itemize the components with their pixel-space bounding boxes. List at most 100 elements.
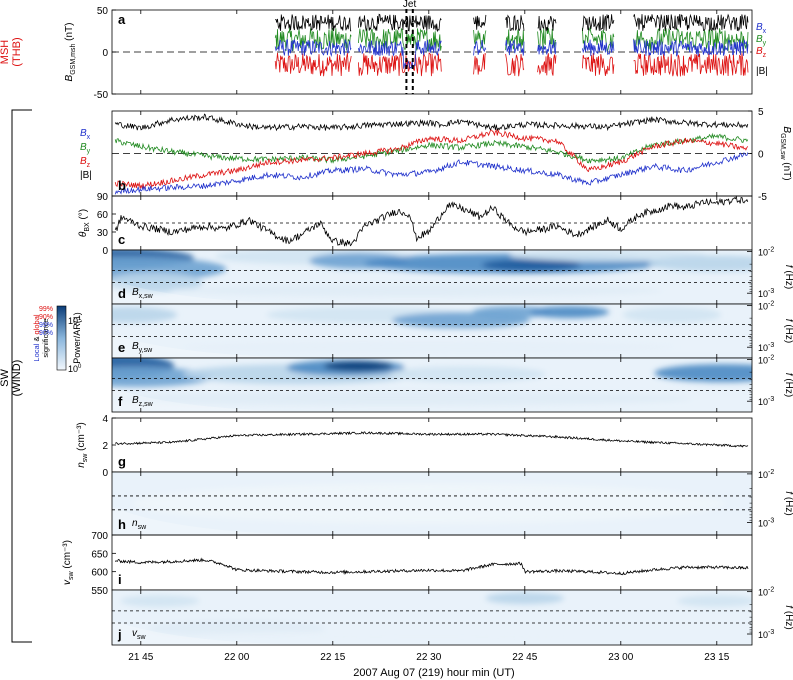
series-bz-line (582, 52, 615, 77)
series-density-line (114, 431, 749, 448)
spectrum-power-blob (112, 272, 203, 293)
f-tick-label: 10-2 (758, 247, 774, 258)
sig-red-90: 90% (39, 314, 53, 321)
spectrum-power-blob (485, 592, 565, 605)
panel-e-spectrum-by: e By,sw 10-2 10-3 f (Hz) (111, 301, 793, 359)
panel-letter-d: d (118, 286, 126, 301)
f-axis-label: f (Hz) (783, 319, 793, 343)
series-by-line (633, 28, 749, 52)
spectrum-power-blob (509, 250, 707, 262)
spectrum-blobs (112, 358, 752, 406)
y-tick-label: 0 (758, 150, 764, 161)
series-bx-line (537, 39, 557, 55)
y-axis-label: BGSM,sw (nT) (779, 126, 792, 180)
sw-label: SW (0, 369, 11, 387)
f-tick-label: 10-2 (758, 355, 774, 366)
y-tick-label: 50 (97, 6, 109, 17)
legend-by: By (756, 34, 767, 47)
cone-of-influence (112, 279, 312, 304)
y-tick-label: 600 (91, 568, 108, 579)
y-axis-label: nsw (cm⁻³) (76, 422, 89, 468)
y-tick-label: -50 (94, 90, 109, 101)
f-tick-label: 10-2 (758, 469, 774, 480)
series-b-line (537, 15, 557, 32)
series-by-line (505, 29, 525, 52)
spectrum-variable-label: Bz,sw (132, 395, 154, 408)
spectrum-power-blob (677, 595, 752, 607)
sw-side-label: SW (WIND) (0, 109, 32, 643)
series-bx-line (582, 39, 615, 57)
f-tick-label: 10-3 (758, 396, 774, 407)
legend-by: By (80, 142, 91, 155)
series-b-line (473, 14, 487, 30)
sig-red-99: 99% (39, 306, 53, 313)
series-b-line (275, 14, 352, 32)
spectrum-power-blob (530, 306, 609, 319)
spectrum-power-blob (169, 284, 663, 297)
series-by-line (114, 132, 749, 164)
y-axis-label: BGSM,msh (nT) (64, 23, 77, 82)
colorbar-tick-top: 101 (68, 316, 82, 326)
x-tick-label: 22 30 (416, 652, 441, 663)
spectrum-variable-label: vsw (132, 628, 147, 641)
legend-bz: Bz (756, 46, 767, 59)
jet-label: Jet (403, 0, 417, 10)
panel-h-spectrum-density: h nsw 10-2 10-3 f (Hz) (111, 469, 793, 536)
cone-of-influence (112, 387, 312, 412)
y-tick-label: 0 (102, 468, 108, 479)
sw-label-wind: (WIND) (11, 360, 23, 397)
series-b-line (505, 14, 525, 31)
panel-c-theta-bx: 90 60 30 0c θBX (°) (78, 192, 753, 257)
series-bz-line (505, 53, 525, 77)
series-bx-line (505, 39, 525, 56)
spectrum-power-blob (133, 483, 725, 524)
spectrum-blobs (120, 592, 752, 643)
f-axis-label: f (Hz) (783, 605, 793, 629)
y-axis-label: θBX (°) (78, 209, 91, 237)
panel-letter-a: a (118, 12, 126, 27)
spectrum-power-blob (182, 630, 675, 643)
x-tick-label: 22 00 (224, 652, 249, 663)
f-axis-label: f (Hz) (783, 491, 793, 515)
x-axis-label: 2007 Aug 07 (219) hour min (UT) (353, 667, 514, 679)
series-bz-line (633, 52, 749, 77)
colorbar: Power/AR(1) 101 100 Local & global signi… (32, 305, 82, 374)
series-b-line (582, 14, 615, 31)
series-by-line (473, 29, 487, 50)
sw-bracket (11, 109, 32, 643)
spectrum-power-blob (120, 595, 200, 607)
series-bz-line (473, 52, 487, 75)
series-bz-line (114, 128, 749, 189)
y-tick-label: 30 (97, 228, 109, 239)
spectrum-variable-label: Bx,sw (132, 287, 154, 300)
panel-letter-g: g (118, 454, 126, 469)
significance-subtitle: significance (41, 318, 50, 357)
msh-label-thb: (THB) (11, 37, 23, 66)
spectrum-power-blob (654, 364, 752, 383)
panel-letter-i: i (118, 572, 122, 587)
msh-side-label: MSH (THB) (0, 37, 23, 66)
x-tick-label: 21 45 (128, 652, 153, 663)
panel-j-spectrum-velocity: j vsw 10-2 10-3 f (Hz) (111, 587, 793, 646)
y-tick-label: 90 (97, 192, 109, 203)
y-axis-label: vsw (cm⁻³) (62, 540, 75, 585)
cone-of-influence (112, 506, 312, 535)
f-axis-label: f (Hz) (783, 265, 793, 289)
spectrum-power-blob (388, 366, 546, 383)
panel-i-frame (111, 534, 753, 591)
series-theta-line (114, 195, 749, 247)
series-bx-line (633, 39, 749, 57)
series-bx-line (274, 38, 352, 58)
series-b-line (358, 13, 442, 33)
x-tick-label: 22 15 (320, 652, 345, 663)
significance-title: Local & global (32, 314, 41, 361)
cone-of-influence (112, 620, 312, 645)
y-tick-label: 2 (102, 441, 108, 452)
series-bz-line (274, 52, 352, 77)
y-tick-label: 550 (91, 586, 108, 597)
spectrum-power-blob (112, 391, 693, 406)
series-by-line (274, 27, 352, 52)
